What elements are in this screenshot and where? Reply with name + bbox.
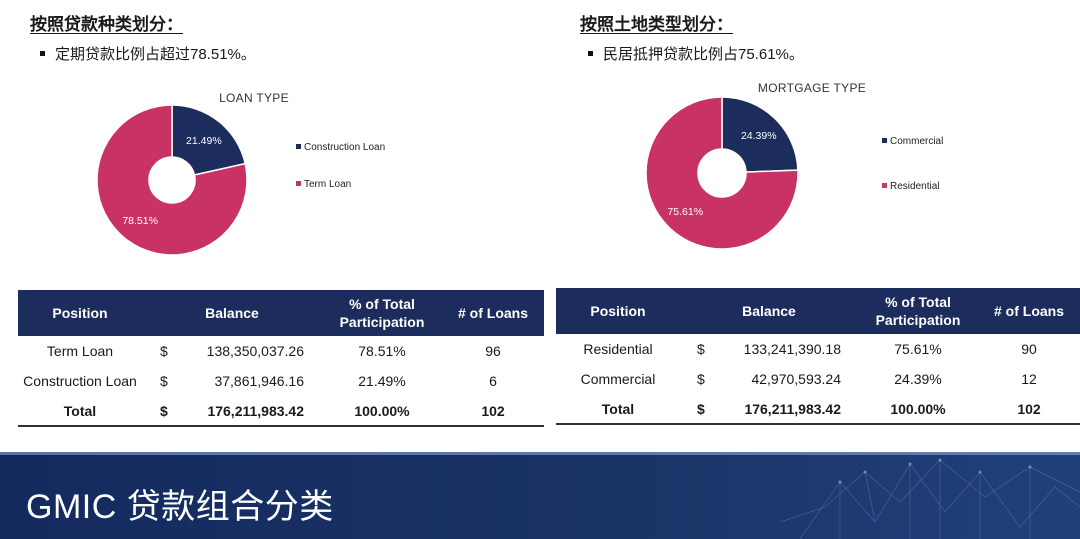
- balance-amount: 138,350,037.26: [206, 343, 304, 359]
- loan-type-heading: 按照贷款种类划分：: [30, 15, 183, 34]
- cell-balance: $37,861,946.16: [142, 366, 322, 396]
- cell-loans: 96: [485, 343, 501, 359]
- legend-entry: Construction Loan: [304, 142, 385, 153]
- cell-balance: $176,211,983.42: [142, 396, 322, 427]
- legend-entry: Commercial: [890, 136, 943, 147]
- header-participation: % of Total Participation: [875, 293, 961, 328]
- cell-loans: 102: [978, 394, 1080, 425]
- cell-balance: $133,241,390.18: [680, 334, 858, 364]
- currency-symbol: $: [697, 341, 705, 357]
- mortgage-type-bullet: 民居抵押贷款比例占75.61%。: [588, 43, 804, 64]
- table-row: Residential $133,241,390.18 75.61% 90: [556, 334, 1080, 364]
- currency-symbol: $: [160, 373, 168, 389]
- cell-position: Total: [18, 396, 142, 427]
- chart-title: LOAN TYPE: [219, 91, 289, 105]
- cell-position: Term Loan: [46, 343, 114, 359]
- balance-amount: 37,861,946.16: [214, 373, 304, 389]
- balance-amount: 133,241,390.18: [743, 341, 841, 357]
- loan-type-pie-chart: LOAN TYPE 21.49% Construction Loan 78.51% Te…: [96, 91, 385, 256]
- cell-position: Commercial: [580, 371, 656, 387]
- table-row: Term Loan $138,350,037.26 78.51% 96: [18, 336, 544, 366]
- footer-stripe: [0, 452, 1080, 455]
- header-balance: Balance: [205, 304, 259, 321]
- pie-slice-commercial: [721, 96, 799, 173]
- header-balance: Balance: [742, 302, 796, 319]
- network-lines-decoration: [780, 458, 1080, 539]
- table-row: Construction Loan $37,861,946.16 21.49% …: [18, 366, 544, 396]
- mortgage-type-panel: 按照土地类型划分： 民居抵押贷款比例占75.61%。 MORTGAGE TYPE…: [552, 0, 1080, 430]
- cell-participation: 24.39%: [894, 371, 942, 387]
- cell-balance: $42,970,593.24: [680, 364, 858, 394]
- header-position: Position: [590, 302, 646, 319]
- balance-amount: 176,211,983.42: [207, 402, 304, 419]
- loan-type-bullet-text: 定期贷款比例占超过78.51%。: [55, 46, 256, 63]
- mortgage-type-heading: 按照土地类型划分：: [580, 15, 733, 34]
- chart-title: MORTGAGE TYPE: [758, 81, 866, 95]
- header-position: Position: [52, 304, 108, 321]
- legend-swatch: [882, 183, 887, 188]
- mortgage-type-table: Position Balance % of Total Participatio…: [556, 288, 1080, 425]
- slice-data-label: 78.51%: [122, 215, 158, 227]
- slice-data-label: 75.61%: [667, 206, 703, 218]
- header-loans: # of Loans: [457, 304, 528, 321]
- cell-participation: 21.49%: [358, 373, 406, 389]
- slice-data-label: 24.39%: [741, 130, 777, 142]
- currency-symbol: $: [160, 343, 168, 359]
- cell-participation: 78.51%: [358, 343, 406, 359]
- footer-banner: GMIC 贷款组合分类: [0, 452, 1080, 539]
- cell-balance: $176,211,983.42: [680, 394, 858, 425]
- cell-participation: 75.61%: [894, 341, 942, 357]
- legend-swatch: [882, 138, 887, 143]
- cell-loans: 102: [442, 396, 544, 427]
- cell-position: Construction Loan: [23, 373, 137, 389]
- slice-data-label: 21.49%: [186, 135, 222, 147]
- currency-symbol: $: [697, 400, 705, 417]
- cell-balance: $138,350,037.26: [142, 336, 322, 366]
- loan-type-panel: 按照贷款种类划分： 定期贷款比例占超过78.51%。 LOAN TYPE 21.4…: [0, 0, 545, 430]
- cell-loans: 90: [1021, 341, 1037, 357]
- balance-amount: 42,970,593.24: [751, 371, 841, 387]
- cell-loans: 12: [1021, 371, 1037, 387]
- legend-swatch: [296, 144, 301, 149]
- pie-slice-construction-loan: [171, 104, 247, 176]
- cell-participation: 100.00%: [858, 394, 978, 425]
- balance-amount: 176,211,983.42: [744, 400, 841, 417]
- legend-entry: Term Loan: [304, 179, 351, 190]
- table-header-row: Position Balance % of Total Participatio…: [556, 288, 1080, 334]
- cell-participation: 100.00%: [322, 396, 442, 427]
- mortgage-type-bullet-text: 民居抵押贷款比例占75.61%。: [603, 46, 804, 63]
- table-total-row: Total $176,211,983.42 100.00% 102: [18, 396, 544, 427]
- table-header-row: Position Balance % of Total Participatio…: [18, 290, 544, 336]
- cell-position: Total: [556, 394, 680, 425]
- currency-symbol: $: [160, 402, 168, 419]
- footer-title: GMIC 贷款组合分类: [26, 488, 334, 526]
- header-loans: # of Loans: [993, 302, 1064, 319]
- legend-swatch: [296, 181, 301, 186]
- cell-position: Residential: [583, 341, 653, 357]
- pie-slice-term-loan: [96, 104, 248, 256]
- bullet-square-icon: [40, 50, 45, 56]
- header-participation: % of Total Participation: [339, 295, 425, 330]
- currency-symbol: $: [697, 371, 705, 387]
- table-row: Commercial $42,970,593.24 24.39% 12: [556, 364, 1080, 394]
- legend-entry: Residential: [890, 181, 939, 192]
- loan-type-bullet: 定期贷款比例占超过78.51%。: [40, 43, 256, 64]
- table-total-row: Total $176,211,983.42 100.00% 102: [556, 394, 1080, 425]
- mortgage-type-pie-chart: MORTGAGE TYPE 24.39% Commercial 75.61% Resid…: [645, 81, 943, 250]
- pie-slice-residential: [645, 96, 799, 250]
- loan-type-table: Position Balance % of Total Participatio…: [18, 290, 544, 427]
- cell-loans: 6: [489, 373, 497, 389]
- bullet-square-icon: [588, 50, 593, 56]
